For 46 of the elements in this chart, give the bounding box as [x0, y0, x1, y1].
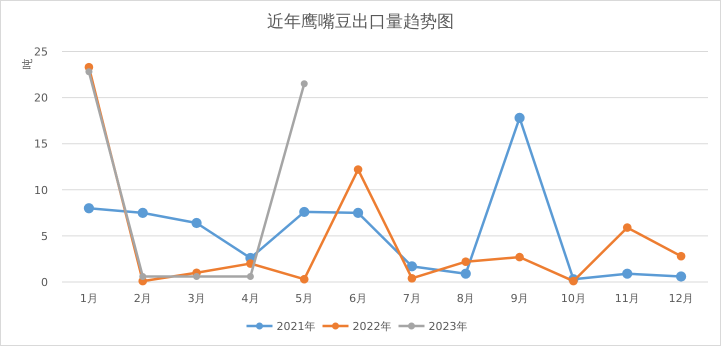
- point: [139, 272, 146, 280]
- y-axis-title: 吨: [21, 58, 34, 70]
- point: [191, 218, 202, 228]
- point: [193, 272, 200, 280]
- x-tick-label: 1月: [80, 292, 98, 305]
- y-tick-label: 10: [34, 184, 48, 197]
- point: [299, 206, 310, 218]
- x-tick-label: 3月: [188, 292, 206, 305]
- point: [300, 274, 309, 284]
- y-tick-label: 20: [34, 92, 48, 105]
- x-tick-label: 8月: [456, 292, 475, 305]
- x-tick-label: 10月: [560, 292, 586, 305]
- x-tick-label: 9月: [510, 292, 529, 305]
- legend-label: 2022年: [352, 320, 392, 333]
- point: [406, 261, 418, 272]
- point: [408, 274, 416, 283]
- point: [676, 271, 686, 282]
- point: [569, 276, 578, 286]
- point: [676, 252, 686, 260]
- point: [300, 80, 308, 88]
- legend-label: 2023年: [428, 320, 468, 333]
- y-tick-label: 0: [41, 276, 48, 289]
- x-tick-label: 4月: [241, 292, 260, 305]
- point: [354, 165, 362, 174]
- point: [622, 268, 632, 279]
- x-tick-label: 2月: [134, 292, 152, 305]
- chart-title: 近年鹰嘴豆出口量趋势图: [267, 12, 454, 32]
- x-tick-label: 7月: [402, 292, 421, 305]
- point: [514, 112, 525, 123]
- y-tick-label: 5: [41, 230, 48, 243]
- legend-label: 2021年: [276, 320, 316, 333]
- point: [461, 257, 470, 266]
- point: [515, 252, 524, 262]
- x-tick-label: 5月: [295, 292, 314, 305]
- y-tick-label: 25: [34, 46, 48, 58]
- x-tick-label: 12月: [668, 292, 694, 305]
- point: [85, 68, 92, 76]
- point: [84, 203, 94, 214]
- x-tick-label: 6月: [349, 292, 368, 305]
- point: [460, 268, 471, 279]
- point: [138, 208, 148, 218]
- point: [246, 272, 254, 280]
- y-tick-label: 15: [34, 138, 48, 151]
- point: [622, 223, 632, 232]
- x-tick-label: 11月: [614, 292, 640, 305]
- point: [352, 208, 364, 218]
